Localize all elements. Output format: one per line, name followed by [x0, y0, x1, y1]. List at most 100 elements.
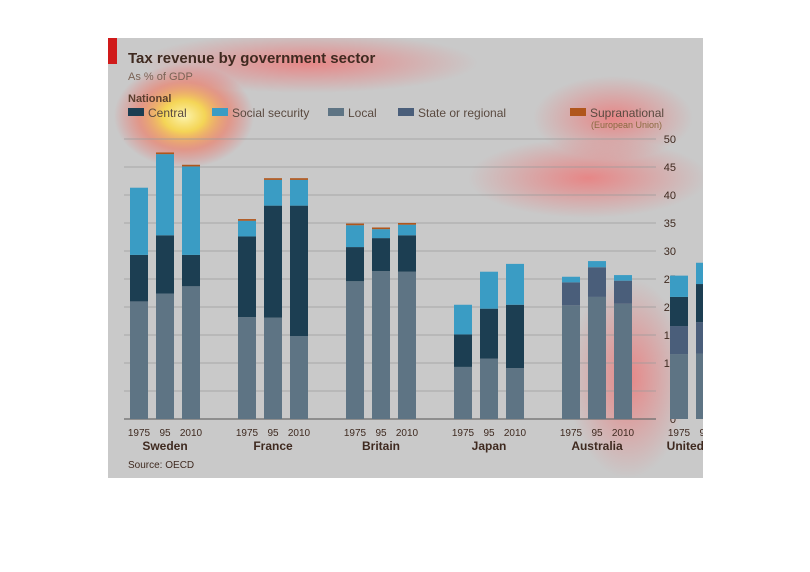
bar-segment-central [454, 334, 472, 367]
bar-segment-central [480, 308, 498, 359]
y-tick-label: 30 [664, 246, 676, 258]
bar-segment-local [264, 317, 282, 419]
x-tick-label: 1975 [344, 428, 367, 439]
y-tick-label: 35 [664, 218, 676, 230]
legend-item-state: State or regional [398, 106, 506, 120]
bar-segment-central [238, 236, 256, 318]
bar-segment-social [290, 179, 308, 206]
bar-segment-social [562, 276, 580, 283]
bar-segment-social [614, 275, 632, 281]
group-label: Britain [362, 439, 400, 453]
bar-segment-local [614, 303, 632, 419]
y-tick-label: 45 [664, 162, 676, 174]
bar-segment-state [696, 322, 703, 354]
bar-segment-local [506, 368, 524, 419]
chart-frame: 051015202530354045501975952010Sweden1975… [108, 38, 703, 478]
bar-segment-central [182, 254, 200, 287]
x-tick-label: 1975 [128, 428, 151, 439]
bar-segment-supra [264, 178, 282, 180]
bar-segment-state [670, 326, 688, 355]
bar-segment-social [588, 261, 606, 268]
bar-segment-social [238, 220, 256, 237]
group-label: France [253, 439, 293, 453]
legend-note-european-union: (European Union) [591, 120, 663, 130]
bar-segment-social [346, 225, 364, 248]
bar-segment-social [182, 166, 200, 255]
x-tick-label: 95 [699, 428, 703, 439]
group-label: United States [667, 439, 703, 453]
x-tick-label: 2010 [396, 428, 419, 439]
x-tick-label: 1975 [452, 428, 475, 439]
x-tick-label: 2010 [612, 428, 635, 439]
bar-segment-social [264, 179, 282, 206]
x-tick-label: 2010 [504, 428, 527, 439]
x-tick-label: 1975 [560, 428, 583, 439]
bar-segment-social [156, 154, 174, 236]
x-tick-label: 95 [591, 428, 603, 439]
legend-group-national: National [128, 93, 172, 105]
y-tick-label: 0 [670, 414, 676, 426]
group-label: Australia [571, 439, 623, 453]
group-label: Japan [472, 439, 507, 453]
bar-segment-social [372, 229, 390, 239]
bar-segment-state [588, 267, 606, 297]
bar-segment-local [130, 301, 148, 419]
bar-segment-supra [156, 152, 174, 155]
legend-swatch-local [328, 108, 344, 116]
bar-segment-social [454, 304, 472, 335]
bar-segment-local [182, 286, 200, 419]
x-tick-label: 95 [483, 428, 495, 439]
x-tick-label: 2010 [180, 428, 203, 439]
chart-subtitle: As % of GDP [128, 71, 193, 83]
x-tick-label: 95 [159, 428, 171, 439]
bar-segment-social [506, 263, 524, 305]
bar-segment-central [696, 284, 703, 323]
bar-segment-local [670, 354, 688, 419]
bar-segment-central [372, 238, 390, 272]
x-tick-label: 95 [375, 428, 387, 439]
bar-segment-local [290, 336, 308, 419]
title-accent-bar [108, 38, 117, 64]
bar-segment-local [562, 305, 580, 419]
chart-source: Source: OECD [128, 460, 195, 471]
bar-segment-supra [290, 178, 308, 180]
bar-segment-local [372, 271, 390, 419]
legend-label-social: Social security [232, 106, 310, 120]
bar-segment-central [398, 235, 416, 272]
bar-segment-local [480, 358, 498, 419]
bar-segment-local [156, 293, 174, 419]
bar-segment-local [696, 353, 703, 419]
legend-label-state: State or regional [418, 106, 507, 120]
bar-segment-social [670, 275, 688, 297]
bar-segment-social [398, 224, 416, 236]
chart-svg: 051015202530354045501975952010Sweden1975… [124, 134, 703, 453]
y-tick-label: 50 [664, 134, 676, 146]
x-tick-label: 1975 [668, 428, 691, 439]
bar-segment-local [454, 366, 472, 419]
legend-label-local: Local [348, 106, 377, 120]
bar-segment-state [562, 282, 580, 306]
bar-segment-central [130, 254, 148, 302]
bar-segment-central [670, 296, 688, 327]
legend-swatch-supranational [570, 108, 586, 116]
bar-segment-supra [398, 223, 416, 225]
legend-item-local: Local [328, 106, 377, 120]
bar-segment-central [264, 205, 282, 318]
bar-segment-supra [238, 219, 256, 221]
bar-segment-state [614, 280, 632, 304]
bar-segment-central [156, 235, 174, 294]
legend-label-supranational: Supranational [590, 106, 665, 120]
bar-segment-local [238, 317, 256, 419]
y-tick-label: 40 [664, 190, 676, 202]
chart-title: Tax revenue by government sector [128, 50, 376, 67]
bar-segment-local [588, 296, 606, 419]
legend-swatch-central [128, 108, 144, 116]
bar-segment-supra [182, 164, 200, 167]
x-tick-label: 1975 [236, 428, 259, 439]
bar-segment-local [398, 271, 416, 419]
legend-swatch-social [212, 108, 228, 116]
bar-segment-central [290, 205, 308, 337]
bar-segment-social [696, 262, 703, 285]
group-label: Sweden [142, 439, 187, 453]
legend-item-central: Central [128, 106, 187, 120]
